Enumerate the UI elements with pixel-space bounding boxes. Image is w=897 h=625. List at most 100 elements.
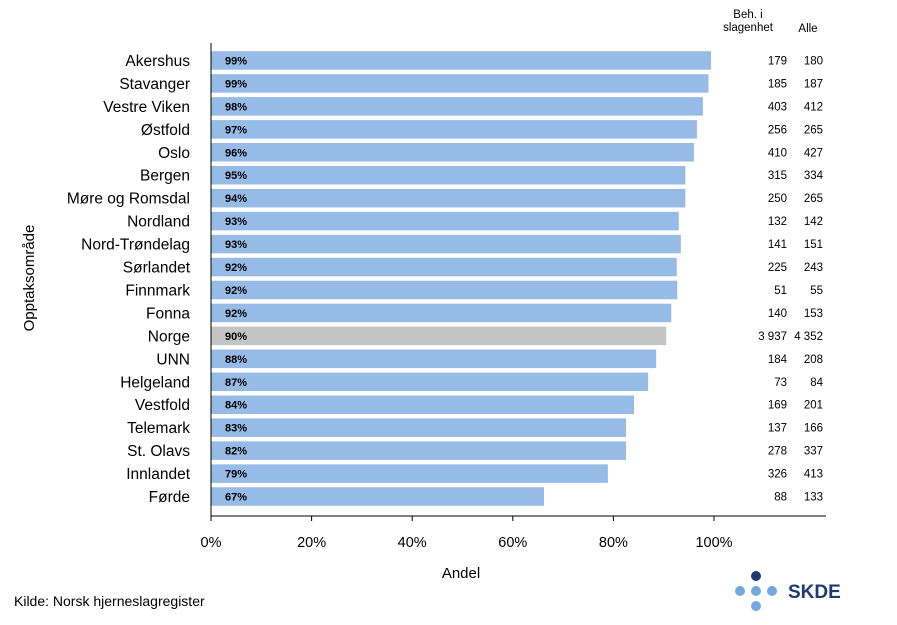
- treated-count: 140: [768, 308, 787, 320]
- bar-value-label: 79%: [225, 469, 247, 481]
- category-label: Nord-Trøndelag: [81, 237, 190, 254]
- category-label: Helgeland: [120, 374, 190, 391]
- all-count: 151: [804, 239, 823, 251]
- logo-dot-left: [735, 586, 745, 596]
- category-label: Telemark: [127, 420, 190, 437]
- all-count: 201: [804, 400, 823, 412]
- bar: [211, 418, 626, 437]
- all-count: 265: [804, 124, 823, 136]
- bar-value-label: 88%: [225, 354, 247, 366]
- logo-text: SKDE: [788, 582, 841, 603]
- x-axis: 0% 20% 40% 60% 80% 100%: [201, 43, 826, 551]
- bar: [211, 257, 677, 277]
- x-tick-label: 20%: [297, 535, 326, 551]
- bar: [211, 51, 711, 70]
- bar-value-label: 92%: [225, 262, 247, 274]
- all-count: 334: [804, 170, 824, 182]
- category-labels: Akershus Stavanger Vestre Viken Østfold Oslo…: [67, 53, 191, 506]
- all-count: 166: [804, 423, 823, 435]
- bar-value-label: 98%: [225, 101, 247, 113]
- bar-value-label: 67%: [225, 492, 247, 504]
- bar: [211, 74, 709, 93]
- category-label: Norge: [148, 328, 190, 345]
- bar-value-label: 96%: [225, 147, 247, 159]
- treated-count: 88: [774, 492, 787, 504]
- treated-count: 326: [768, 469, 787, 481]
- treated-count: 403: [768, 101, 787, 113]
- bars-group: 99% 99% 98% 97% 96% 95% 94% 93% 93% 92% 92% 92% 90% 8…: [211, 51, 711, 506]
- bar: [211, 326, 667, 346]
- bar: [211, 349, 657, 369]
- category-label: Vestfold: [135, 397, 190, 414]
- bar: [211, 441, 626, 460]
- bar: [211, 487, 544, 506]
- x-tick-label: 80%: [599, 535, 628, 551]
- treated-count: 256: [768, 124, 787, 136]
- table-columns: Beh. i slagenhet Alle 179 180 185 187 403 412 256…: [723, 9, 824, 504]
- bar-value-label: 93%: [225, 216, 247, 228]
- bar-value-label: 83%: [225, 423, 247, 435]
- x-tick-label: 40%: [398, 535, 427, 551]
- category-label: Østfold: [141, 122, 190, 139]
- treated-count: 179: [768, 55, 787, 67]
- all-count: 187: [804, 78, 823, 90]
- bar-value-label: 93%: [225, 239, 247, 251]
- y-axis-title: Opptaksområde: [21, 225, 38, 332]
- category-label: Møre og Romsdal: [67, 191, 190, 208]
- bar-value-label: 90%: [225, 331, 247, 343]
- bar-value-label: 95%: [225, 170, 247, 182]
- treated-count: 185: [768, 78, 787, 90]
- col-header-all: Alle: [798, 23, 817, 35]
- all-count: 84: [810, 377, 823, 389]
- treated-count: 73: [774, 377, 787, 389]
- source-note: Kilde: Norsk hjerneslagregister: [14, 593, 205, 609]
- all-count: 412: [804, 101, 823, 113]
- bar: [211, 464, 608, 483]
- category-label: Innlandet: [126, 466, 190, 483]
- category-label: Oslo: [158, 145, 190, 162]
- category-label: Finnmark: [125, 282, 190, 299]
- bar-value-label: 97%: [225, 124, 247, 136]
- bar-value-label: 99%: [225, 78, 247, 90]
- bar: [211, 234, 681, 254]
- treated-count: 51: [774, 285, 787, 297]
- all-count: 153: [804, 308, 823, 320]
- all-count: 133: [804, 492, 823, 504]
- bar: [211, 143, 694, 162]
- treated-count: 315: [768, 170, 787, 182]
- x-tick-label: 100%: [695, 535, 732, 551]
- all-count: 413: [804, 469, 823, 481]
- logo-dot-top: [751, 571, 761, 581]
- category-label: Sørlandet: [123, 260, 191, 277]
- all-count: 243: [804, 262, 823, 274]
- bar-chart: 99% 99% 98% 97% 96% 95% 94% 93% 93% 92% 92% 92% 90% 8…: [21, 9, 826, 582]
- bar: [211, 188, 686, 208]
- x-tick-label: 60%: [498, 535, 527, 551]
- bar-value-label: 92%: [225, 308, 247, 320]
- bar: [211, 120, 697, 139]
- all-count: 180: [804, 55, 823, 67]
- skde-logo: SKDE: [730, 568, 860, 623]
- all-count: 337: [804, 446, 823, 458]
- category-label: Stavanger: [119, 76, 190, 93]
- all-count: 208: [804, 354, 823, 366]
- all-count: 4 352: [794, 331, 823, 343]
- bar: [211, 372, 649, 392]
- treated-count: 225: [768, 262, 787, 274]
- logo-dot-right: [767, 586, 777, 596]
- category-label: UNN: [156, 351, 190, 368]
- bar: [211, 97, 703, 116]
- all-count: 142: [804, 216, 823, 228]
- logo-dot-center: [751, 586, 761, 596]
- category-label: Fonna: [146, 305, 190, 322]
- bar-value-label: 94%: [225, 193, 247, 205]
- treated-count: 278: [768, 446, 787, 458]
- x-axis-title: Andel: [442, 565, 480, 582]
- treated-count: 250: [768, 193, 787, 205]
- all-count: 427: [804, 147, 823, 159]
- category-label: Bergen: [140, 168, 190, 185]
- category-label: Nordland: [127, 214, 190, 231]
- treated-count: 132: [768, 216, 787, 228]
- logo-dot-bottom: [751, 601, 761, 611]
- category-label: St. Olavs: [127, 443, 190, 460]
